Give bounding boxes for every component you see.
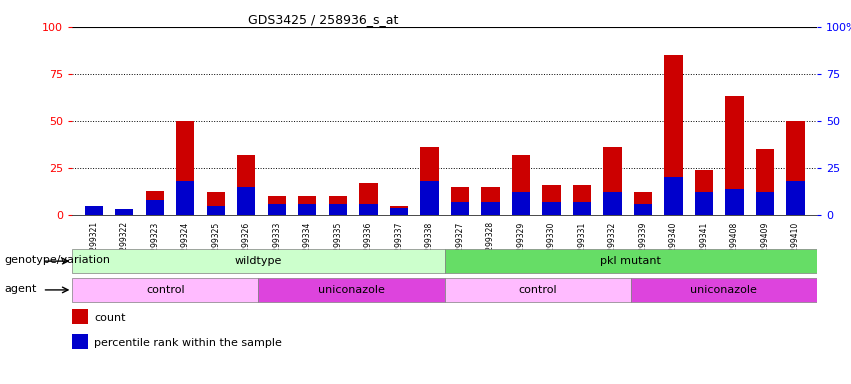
Bar [482,187,500,215]
Bar [444,278,631,302]
Bar [756,149,774,215]
Bar [237,187,255,215]
Bar [268,204,286,215]
Bar [631,278,817,302]
Bar [207,192,225,215]
Bar [72,278,259,302]
Bar [84,206,103,215]
Bar [390,207,408,215]
Bar [115,211,134,215]
Bar [511,155,530,215]
Text: genotype/variation: genotype/variation [4,255,111,265]
Bar [725,96,744,215]
Text: uniconazole: uniconazole [690,285,757,295]
Bar [695,192,713,215]
Bar [176,181,194,215]
Bar [420,147,438,215]
Bar [359,204,378,215]
Bar [725,189,744,215]
Bar [115,209,134,215]
Text: control: control [146,285,185,295]
Bar [146,190,164,215]
Bar [665,177,683,215]
Bar [756,192,774,215]
Bar [444,249,817,273]
Bar [665,55,683,215]
Bar [298,204,317,215]
Bar [482,202,500,215]
Bar [328,196,347,215]
Bar [695,170,713,215]
Bar [542,185,561,215]
Bar [420,181,438,215]
Bar [573,202,591,215]
Text: pkl mutant: pkl mutant [600,256,661,266]
Bar [359,183,378,215]
Bar [328,204,347,215]
Bar [603,192,621,215]
Bar [542,202,561,215]
Bar [146,200,164,215]
Text: agent: agent [4,284,37,294]
Bar [259,278,444,302]
Bar [84,209,103,215]
Text: count: count [94,313,126,323]
Bar [72,249,444,273]
Bar [390,206,408,215]
Text: percentile rank within the sample: percentile rank within the sample [94,338,283,348]
Bar [634,204,652,215]
Bar [298,196,317,215]
Bar [451,187,469,215]
Bar [786,181,805,215]
Bar [237,155,255,215]
Bar [207,206,225,215]
Bar [511,192,530,215]
Text: wildtype: wildtype [235,256,283,266]
Bar [176,121,194,215]
Bar [451,202,469,215]
Bar [268,196,286,215]
Bar [603,147,621,215]
Bar [573,185,591,215]
Bar [634,192,652,215]
Bar [786,121,805,215]
Text: control: control [518,285,557,295]
Text: uniconazole: uniconazole [318,285,385,295]
Text: GDS3425 / 258936_s_at: GDS3425 / 258936_s_at [248,13,398,26]
